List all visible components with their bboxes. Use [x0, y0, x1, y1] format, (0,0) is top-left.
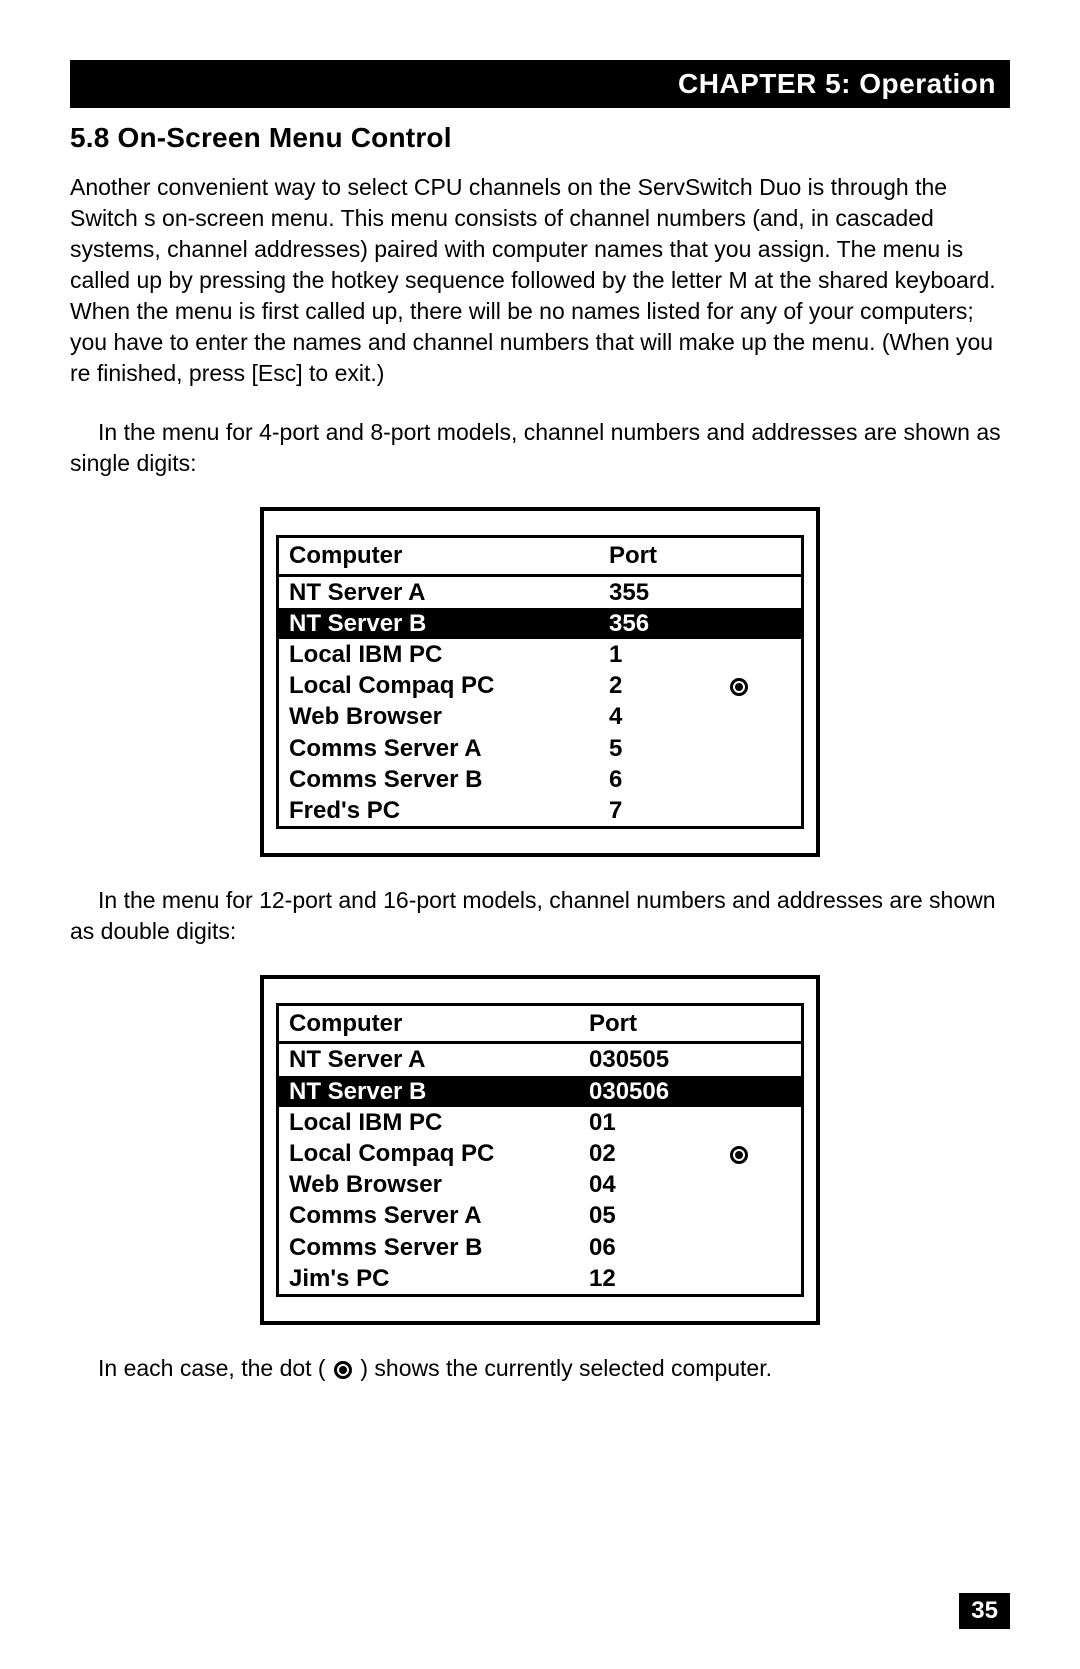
selected-indicator-cell — [719, 577, 759, 608]
computer-name: Local Compaq PC — [289, 670, 609, 701]
port-number: 4 — [609, 701, 719, 732]
footer-post: ) shows the currently selected computer. — [354, 1355, 772, 1381]
menu-row[interactable]: Web Browser4 — [279, 701, 801, 732]
port-number: 356 — [609, 608, 719, 639]
menu-row[interactable]: Local Compaq PC02 — [279, 1138, 801, 1169]
port-number: 355 — [609, 577, 719, 608]
computer-name: NT Server B — [289, 608, 609, 639]
selected-indicator-cell — [719, 1232, 759, 1263]
menu-box-single-digit: Computer Port NT Server A355NT Server B3… — [260, 507, 820, 857]
computer-name: Comms Server A — [289, 1200, 589, 1231]
menu-table: Computer Port NT Server A355NT Server B3… — [276, 535, 804, 829]
menu-row[interactable]: Comms Server A05 — [279, 1200, 801, 1231]
selected-indicator-cell — [719, 1107, 759, 1138]
menu-row[interactable]: Comms Server B6 — [279, 764, 801, 795]
port-number: 6 — [609, 764, 719, 795]
header-computer: Computer — [289, 540, 609, 571]
menu-box-double-digit: Computer Port NT Server A030505NT Server… — [260, 975, 820, 1325]
port-number: 1 — [609, 639, 719, 670]
header-computer: Computer — [289, 1008, 589, 1039]
computer-name: Comms Server A — [289, 733, 609, 764]
computer-name: Web Browser — [289, 701, 609, 732]
port-number: 5 — [609, 733, 719, 764]
computer-name: Local IBM PC — [289, 639, 609, 670]
selected-dot-icon — [730, 1146, 748, 1164]
section-title: 5.8 On-Screen Menu Control — [70, 122, 1010, 154]
header-port: Port — [589, 1008, 719, 1039]
port-number: 06 — [589, 1232, 719, 1263]
menu-row[interactable]: Local IBM PC1 — [279, 639, 801, 670]
computer-name: NT Server A — [289, 577, 609, 608]
menu-row[interactable]: Jim's PC12 — [279, 1263, 801, 1294]
header-port: Port — [609, 540, 719, 571]
page-number: 35 — [959, 1593, 1010, 1629]
selected-indicator-cell — [719, 733, 759, 764]
computer-name: Fred's PC — [289, 795, 609, 826]
menu-row[interactable]: NT Server B356 — [279, 608, 801, 639]
menu-row[interactable]: Comms Server A5 — [279, 733, 801, 764]
menu-row[interactable]: NT Server B030506 — [279, 1076, 801, 1107]
port-number: 2 — [609, 670, 719, 701]
paragraph-intro: Another convenient way to select CPU cha… — [70, 172, 1010, 389]
selected-indicator-cell — [719, 1169, 759, 1200]
computer-name: NT Server B — [289, 1076, 589, 1107]
menu-row[interactable]: Comms Server B06 — [279, 1232, 801, 1263]
port-number: 02 — [589, 1138, 719, 1169]
selected-indicator-cell — [719, 795, 759, 826]
computer-name: NT Server A — [289, 1044, 589, 1075]
menu-row[interactable]: Fred's PC7 — [279, 795, 801, 826]
computer-name: Local IBM PC — [289, 1107, 589, 1138]
port-number: 030506 — [589, 1076, 719, 1107]
computer-name: Comms Server B — [289, 764, 609, 795]
menu-header-row: Computer Port — [279, 1006, 801, 1044]
port-number: 7 — [609, 795, 719, 826]
selected-indicator-cell — [719, 1138, 759, 1169]
menu-row[interactable]: NT Server A355 — [279, 577, 801, 608]
selected-indicator-cell — [719, 670, 759, 701]
paragraph-single-digit: In the menu for 4-port and 8-port models… — [70, 417, 1010, 479]
port-number: 04 — [589, 1169, 719, 1200]
chapter-header: CHAPTER 5: Operation — [70, 60, 1010, 108]
menu-table: Computer Port NT Server A030505NT Server… — [276, 1003, 804, 1297]
menu-row[interactable]: Local Compaq PC2 — [279, 670, 801, 701]
selected-indicator-cell — [719, 764, 759, 795]
footer-pre: In each case, the dot ( — [98, 1355, 332, 1381]
selected-indicator-cell — [719, 1076, 759, 1107]
menu-row[interactable]: NT Server A030505 — [279, 1044, 801, 1075]
computer-name: Local Compaq PC — [289, 1138, 589, 1169]
menu-row[interactable]: Local IBM PC01 — [279, 1107, 801, 1138]
selected-indicator-cell — [719, 1200, 759, 1231]
computer-name: Jim's PC — [289, 1263, 589, 1294]
selected-dot-icon — [334, 1361, 352, 1379]
port-number: 01 — [589, 1107, 719, 1138]
selected-indicator-cell — [719, 701, 759, 732]
port-number: 12 — [589, 1263, 719, 1294]
selected-indicator-cell — [719, 608, 759, 639]
paragraph-double-digit: In the menu for 12-port and 16-port mode… — [70, 885, 1010, 947]
footer-explanation: In each case, the dot ( ) shows the curr… — [70, 1353, 1010, 1384]
computer-name: Web Browser — [289, 1169, 589, 1200]
computer-name: Comms Server B — [289, 1232, 589, 1263]
port-number: 030505 — [589, 1044, 719, 1075]
menu-header-row: Computer Port — [279, 538, 801, 576]
selected-indicator-cell — [719, 639, 759, 670]
selected-indicator-cell — [719, 1044, 759, 1075]
port-number: 05 — [589, 1200, 719, 1231]
menu-row[interactable]: Web Browser04 — [279, 1169, 801, 1200]
selected-dot-icon — [730, 678, 748, 696]
selected-indicator-cell — [719, 1263, 759, 1294]
